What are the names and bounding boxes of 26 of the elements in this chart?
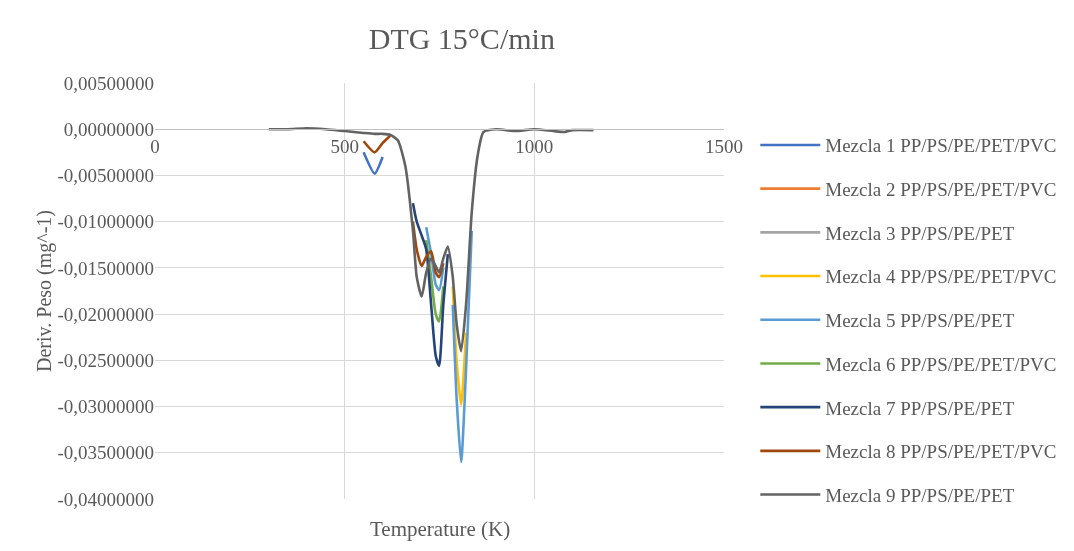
legend-label: Mezcla 3 PP/PS/PE/PET bbox=[825, 222, 1015, 244]
y-tick-label: -0,00500000 bbox=[57, 165, 154, 187]
legend-label: Mezcla 7 PP/PS/PE/PET bbox=[825, 397, 1015, 419]
y-tick-label: 0,00500000 bbox=[63, 72, 154, 94]
legend-label: Mezcla 5 PP/PS/PE/PET bbox=[825, 310, 1015, 332]
legend-label: Mezcla 6 PP/PS/PE/PET/PVC bbox=[825, 353, 1057, 375]
legend-label: Mezcla 1 PP/PS/PE/PET/PVC bbox=[825, 135, 1057, 157]
line-series bbox=[411, 201, 450, 368]
x-tick-label: 500 bbox=[330, 136, 359, 158]
y-tick-label: -0,02000000 bbox=[57, 303, 154, 325]
legend-label: Mezcla 8 PP/PS/PE/PET/PVC bbox=[825, 441, 1057, 463]
legend-label: Mezcla 2 PP/PS/PE/PET/PVC bbox=[825, 179, 1057, 201]
y-tick-label: -0,03000000 bbox=[57, 396, 154, 418]
chart-title: DTG 15°C/min bbox=[368, 21, 555, 55]
y-tick-label: -0,02500000 bbox=[57, 349, 154, 371]
line-series bbox=[267, 127, 595, 353]
legend-label: Mezcla 4 PP/PS/PE/PET/PVC bbox=[825, 266, 1057, 288]
x-axis-title: Temperature (K) bbox=[370, 517, 511, 541]
x-tick-label: 1000 bbox=[515, 136, 554, 158]
y-tick-label: -0,03500000 bbox=[57, 442, 154, 464]
y-axis-title: Deriv. Peso (mg^-1) bbox=[32, 210, 56, 372]
y-tick-label: -0,04000000 bbox=[57, 488, 154, 510]
legend-label: Mezcla 9 PP/PS/PE/PET bbox=[825, 484, 1015, 506]
y-tick-label: -0,01000000 bbox=[57, 211, 154, 233]
y-tick-label: -0,01500000 bbox=[57, 257, 154, 279]
x-tick-label: 1500 bbox=[705, 136, 743, 158]
